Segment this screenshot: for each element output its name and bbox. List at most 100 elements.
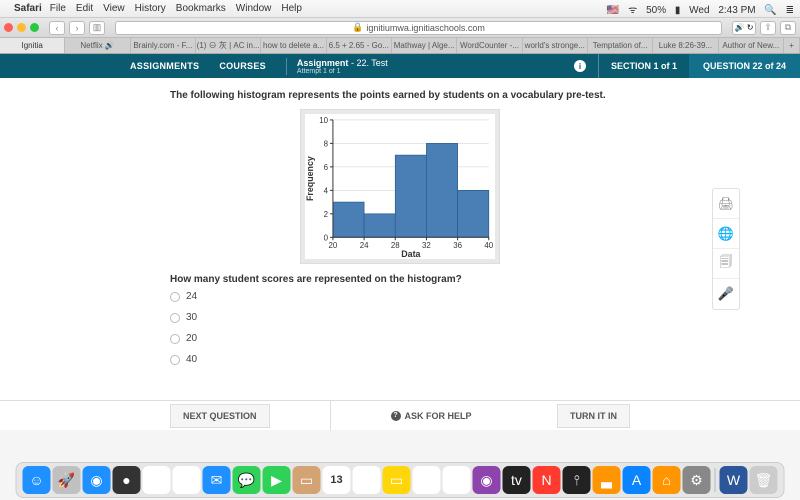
dock-mail-icon[interactable]: ✉: [203, 466, 231, 494]
dock-contacts-icon[interactable]: ▭: [293, 466, 321, 494]
tab[interactable]: (1) ⊖ 灰 | AC in...: [196, 38, 261, 53]
minimize-window[interactable]: [17, 23, 26, 32]
section-indicator[interactable]: SECTION 1 of 1: [598, 54, 689, 78]
option-label: 20: [186, 333, 197, 344]
dock-photos-icon[interactable]: ✿: [143, 466, 171, 494]
dock-siri-icon[interactable]: ●: [113, 466, 141, 494]
url-bar[interactable]: 🔒 ignitiumwa.ignitiaschools.com: [115, 21, 722, 35]
option[interactable]: 24: [170, 291, 800, 302]
lock-icon: 🔒: [352, 22, 363, 33]
tabs-button[interactable]: ⧉: [780, 21, 796, 35]
option[interactable]: 30: [170, 312, 800, 323]
tab[interactable]: Brainly.com - F...: [131, 38, 196, 53]
globe-icon[interactable]: 🌐: [713, 219, 739, 249]
dock-news-icon[interactable]: N: [533, 466, 561, 494]
nav-courses[interactable]: COURSES: [219, 61, 266, 71]
question-text: The following histogram represents the p…: [170, 90, 800, 101]
svg-text:36: 36: [453, 241, 462, 250]
dock-maps-icon[interactable]: ➤: [413, 466, 441, 494]
dock-appstore-icon[interactable]: A: [623, 466, 651, 494]
dock-finder-icon[interactable]: ☺: [23, 466, 51, 494]
nav-assignments[interactable]: ASSIGNMENTS: [130, 61, 199, 71]
svg-text:2: 2: [324, 210, 328, 219]
turn-in-button[interactable]: TURN IT IN: [557, 404, 630, 428]
tab[interactable]: Mathway | Alge...: [392, 38, 457, 53]
menu-history[interactable]: History: [135, 3, 166, 14]
app-name[interactable]: Safari: [14, 3, 42, 14]
question-indicator[interactable]: QUESTION 22 of 24: [689, 54, 800, 78]
next-question-button[interactable]: NEXT QUESTION: [170, 404, 270, 428]
mute-button[interactable]: 🔊 ↻: [732, 21, 756, 35]
menu-edit[interactable]: Edit: [76, 3, 93, 14]
control-icon[interactable]: ≣: [786, 5, 794, 16]
day: Wed: [689, 5, 709, 16]
dock-word-icon[interactable]: W: [720, 466, 748, 494]
option-label: 40: [186, 354, 197, 365]
dock-messages-icon[interactable]: 💬: [233, 466, 261, 494]
forward-button[interactable]: ›: [69, 21, 85, 35]
input-flag-icon[interactable]: 🇺🇸: [607, 5, 619, 16]
tab[interactable]: Temptation of...: [588, 38, 653, 53]
search-icon[interactable]: 🔍: [764, 5, 776, 16]
svg-text:20: 20: [329, 241, 338, 250]
menu-window[interactable]: Window: [236, 3, 272, 14]
reference-icon[interactable]: 🗐: [713, 249, 739, 279]
dock-notes-icon[interactable]: ▭: [383, 466, 411, 494]
dock-tv-icon[interactable]: tv: [503, 466, 531, 494]
option-label: 24: [186, 291, 197, 302]
svg-text:Frequency: Frequency: [305, 156, 315, 201]
dock-calendar-icon[interactable]: 13: [323, 466, 351, 494]
print-icon[interactable]: 🖨: [713, 189, 739, 219]
dock-home-icon[interactable]: ⌂: [653, 466, 681, 494]
dock-stocks-icon[interactable]: ⫯: [563, 466, 591, 494]
dock-chrome-icon[interactable]: ◎: [173, 466, 201, 494]
back-button[interactable]: ‹: [49, 21, 65, 35]
tab[interactable]: Luke 8:26-39...: [653, 38, 718, 53]
battery-status[interactable]: 50%: [646, 5, 666, 16]
menubar-right: 🇺🇸 ᯤ 50% ▮ Wed 2:43 PM 🔍 ≣: [601, 2, 794, 16]
dock-launchpad-icon[interactable]: 🚀: [53, 466, 81, 494]
clock: 2:43 PM: [718, 5, 755, 16]
tab[interactable]: Ignitia: [0, 38, 65, 53]
dock-safari-icon[interactable]: ◉: [83, 466, 111, 494]
tab[interactable]: 6.5 + 2.65 - Go...: [327, 38, 392, 53]
menu-help[interactable]: Help: [281, 3, 302, 14]
svg-text:32: 32: [422, 241, 431, 250]
menu-file[interactable]: File: [50, 3, 66, 14]
mic-icon[interactable]: 🎤: [713, 279, 739, 309]
wifi-icon[interactable]: ᯤ: [628, 5, 637, 16]
app-header: ASSIGNMENTS COURSES Assignment - 22. Tes…: [0, 54, 800, 78]
menu-view[interactable]: View: [103, 3, 125, 14]
tab[interactable]: how to delete a...: [261, 38, 326, 53]
option-label: 30: [186, 312, 197, 323]
ask-help-button[interactable]: ?ASK FOR HELP: [391, 411, 472, 421]
svg-text:8: 8: [324, 139, 329, 148]
new-tab-button[interactable]: +: [784, 38, 800, 53]
mac-dock: ☺🚀◉●✿◎✉💬▶▭13≡▭➤♪◉tvN⫯▃A⌂⚙W🗑: [16, 462, 785, 498]
sidebar-button[interactable]: ▥: [89, 21, 105, 35]
dock-facetime-icon[interactable]: ▶: [263, 466, 291, 494]
tab[interactable]: WordCounter -...: [457, 38, 522, 53]
maximize-window[interactable]: [30, 23, 39, 32]
radio-icon: [170, 355, 180, 365]
info-icon[interactable]: i: [574, 60, 586, 72]
option[interactable]: 40: [170, 354, 800, 365]
close-window[interactable]: [4, 23, 13, 32]
dock-trash-icon[interactable]: 🗑: [750, 466, 778, 494]
tab[interactable]: Author of New...: [719, 38, 784, 53]
help-icon: ?: [391, 411, 401, 421]
svg-text:4: 4: [324, 186, 329, 195]
menu-bookmarks[interactable]: Bookmarks: [176, 3, 226, 14]
dock-itunes-icon[interactable]: ♪: [443, 466, 471, 494]
tab[interactable]: world's stronge...: [523, 38, 588, 53]
options-group: 24 30 20 40: [170, 291, 800, 365]
dock-books-icon[interactable]: ▃: [593, 466, 621, 494]
dock-prefs-icon[interactable]: ⚙: [683, 466, 711, 494]
dock-reminders-icon[interactable]: ≡: [353, 466, 381, 494]
share-button[interactable]: ⇪: [760, 21, 776, 35]
option[interactable]: 20: [170, 333, 800, 344]
tab[interactable]: Netflix 🔊: [65, 38, 130, 53]
svg-text:10: 10: [319, 116, 328, 125]
dock-podcasts-icon[interactable]: ◉: [473, 466, 501, 494]
battery-icon: ▮: [675, 5, 681, 16]
